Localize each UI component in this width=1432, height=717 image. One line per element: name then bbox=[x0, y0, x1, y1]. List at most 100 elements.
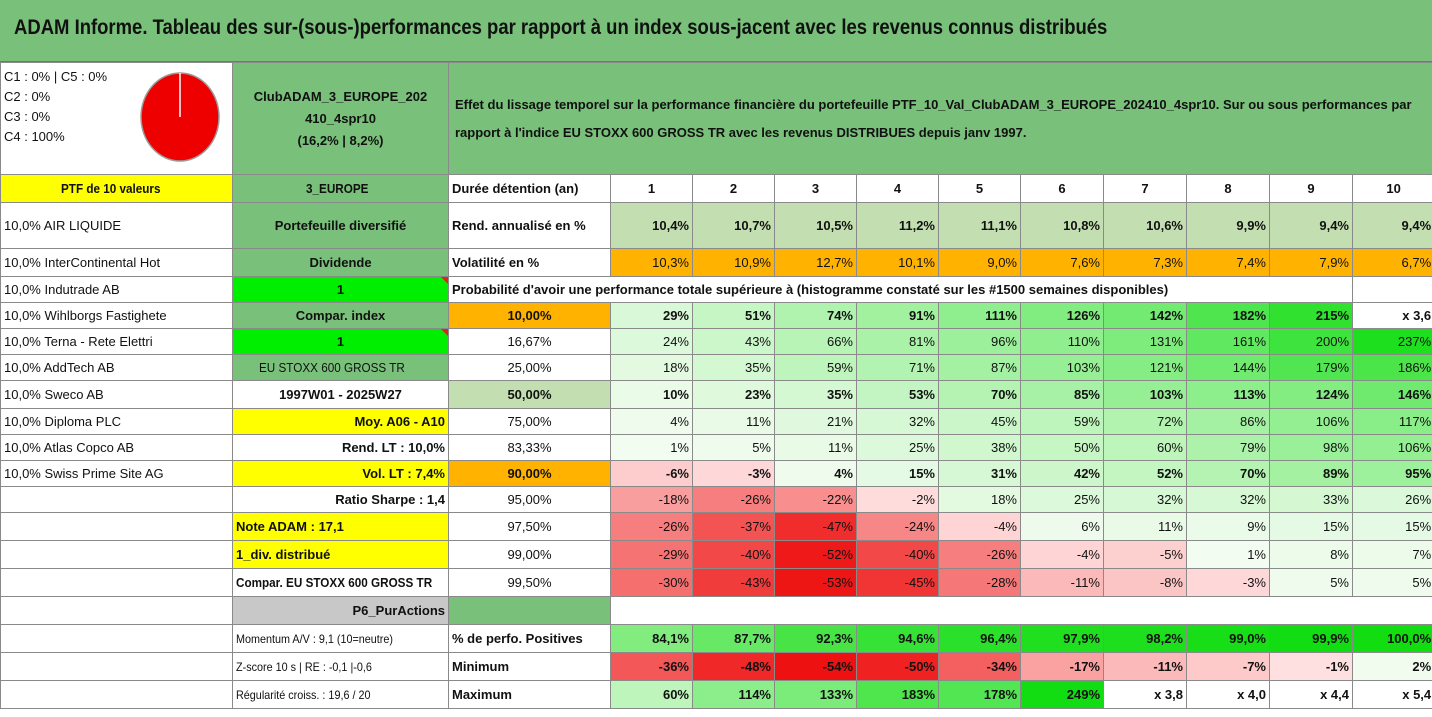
maximum-cell: 183% bbox=[856, 680, 939, 709]
quantile-cell: -43% bbox=[692, 568, 775, 597]
quantile-cell: 59% bbox=[1020, 408, 1104, 435]
quantile-cell: 18% bbox=[938, 486, 1021, 513]
positives-cell: 98,2% bbox=[1103, 624, 1187, 653]
quantile-cell: 103% bbox=[1103, 380, 1187, 409]
quantile-cell: 70% bbox=[938, 380, 1021, 409]
vol-cell: 10,1% bbox=[856, 248, 939, 277]
quantile-cell: 5% bbox=[1351, 568, 1432, 597]
quantile-label: 16,67% bbox=[448, 328, 611, 355]
quantile-cell: -3% bbox=[692, 460, 775, 487]
holding-row: 10,0% Wihlborgs Fastighete bbox=[0, 302, 233, 329]
vol-cell: 7,9% bbox=[1269, 248, 1353, 277]
quantile-cell: 32% bbox=[856, 408, 939, 435]
fund-name-line2: 410_4spr10 bbox=[305, 110, 376, 126]
rend-cell: 9,9% bbox=[1186, 202, 1270, 249]
quantile-cell: 5% bbox=[1269, 568, 1353, 597]
dividend-flag[interactable]: 1 bbox=[232, 276, 449, 303]
positives-cell: 87,7% bbox=[692, 624, 775, 653]
p6-label: P6_PurActions bbox=[232, 596, 449, 625]
quantile-cell: 35% bbox=[774, 380, 857, 409]
empty-cell bbox=[0, 486, 233, 513]
quantile-cell: -5% bbox=[1103, 540, 1187, 569]
rend-cell: 11,2% bbox=[856, 202, 939, 249]
quantile-cell: 52% bbox=[1103, 460, 1187, 487]
positives-label: % de perfo. Positives bbox=[448, 624, 611, 653]
quantile-cell: -24% bbox=[856, 512, 939, 541]
minimum-label: Minimum bbox=[448, 652, 611, 681]
quantile-cell: 35% bbox=[692, 354, 775, 381]
vol-cell: 10,9% bbox=[692, 248, 775, 277]
year-header: 5 bbox=[938, 174, 1021, 203]
quantile-cell: -8% bbox=[1103, 568, 1187, 597]
year-header: 9 bbox=[1269, 174, 1353, 203]
quantile-label: 10,00% bbox=[448, 302, 611, 329]
quantile-cell: 117% bbox=[1351, 408, 1432, 435]
quantile-label: 90,00% bbox=[448, 460, 611, 487]
note-adam: Note ADAM : 17,1 bbox=[232, 512, 449, 541]
year-header: 7 bbox=[1103, 174, 1187, 203]
quantile-cell: -37% bbox=[692, 512, 775, 541]
quantile-cell: 8% bbox=[1269, 540, 1353, 569]
rend-label: Rend. annualisé en % bbox=[448, 202, 611, 249]
quantile-cell: 51% bbox=[692, 302, 775, 329]
quantile-cell: 161% bbox=[1186, 328, 1270, 355]
quantile-cell: 15% bbox=[1269, 512, 1353, 541]
positives-cell: 84,1% bbox=[610, 624, 693, 653]
maximum-cell: 178% bbox=[938, 680, 1021, 709]
year-header: 4 bbox=[856, 174, 939, 203]
rend-lt-label: Rend. LT : 10,0% bbox=[232, 434, 449, 461]
vol-cell: 9,0% bbox=[938, 248, 1021, 277]
quantile-cell: 32% bbox=[1186, 486, 1270, 513]
year-header: 6 bbox=[1020, 174, 1104, 203]
compar-full-label: Compar. EU STOXX 600 GROSS TR bbox=[232, 568, 449, 597]
quantile-cell: 106% bbox=[1351, 434, 1432, 461]
quantile-cell: 1% bbox=[1186, 540, 1270, 569]
maximum-cell: x 4,0 bbox=[1186, 680, 1270, 709]
empty-cell bbox=[1351, 276, 1432, 303]
quantile-cell: 71% bbox=[856, 354, 939, 381]
portfolio-type: Portefeuille diversifié bbox=[232, 202, 449, 249]
quantile-cell: 186% bbox=[1351, 354, 1432, 381]
quantile-cell: 42% bbox=[1020, 460, 1104, 487]
rend-cell: 10,5% bbox=[774, 202, 857, 249]
holding-row: 10,0% Atlas Copco AB bbox=[0, 434, 233, 461]
quantile-cell: -40% bbox=[856, 540, 939, 569]
quantile-cell: -18% bbox=[610, 486, 693, 513]
performance-table: C1 : 0% | C5 : 0% C2 : 0% C3 : 0% C4 : 1… bbox=[0, 62, 1432, 709]
maximum-cell: x 3,8 bbox=[1103, 680, 1187, 709]
dividend-label: Dividende bbox=[232, 248, 449, 277]
compar-flag[interactable]: 1 bbox=[232, 328, 449, 355]
moy-label: Moy. A06 - A10 bbox=[232, 408, 449, 435]
rend-cell: 11,1% bbox=[938, 202, 1021, 249]
minimum-cell: -1% bbox=[1269, 652, 1353, 681]
maximum-cell: 60% bbox=[610, 680, 693, 709]
quantile-cell: -6% bbox=[610, 460, 693, 487]
rend-cell: 10,7% bbox=[692, 202, 775, 249]
quantile-cell: 31% bbox=[938, 460, 1021, 487]
empty-cell bbox=[0, 652, 233, 681]
vol-cell: 7,6% bbox=[1020, 248, 1104, 277]
quantile-cell: 98% bbox=[1269, 434, 1353, 461]
quantile-cell: 15% bbox=[856, 460, 939, 487]
quantile-cell: 11% bbox=[1103, 512, 1187, 541]
period-label: 1997W01 - 2025W27 bbox=[232, 380, 449, 409]
quantile-cell: 23% bbox=[692, 380, 775, 409]
minimum-cell: -48% bbox=[692, 652, 775, 681]
empty-cell bbox=[0, 596, 233, 625]
quantile-cell: 72% bbox=[1103, 408, 1187, 435]
quantile-cell: 15% bbox=[1351, 512, 1432, 541]
class-line: C2 : 0% bbox=[4, 89, 51, 104]
quantile-cell: 89% bbox=[1269, 460, 1353, 487]
class-line: C1 : 0% | C5 : 0% bbox=[4, 69, 108, 84]
quantile-cell: -4% bbox=[1020, 540, 1104, 569]
maximum-cell: 133% bbox=[774, 680, 857, 709]
quantile-cell: 45% bbox=[938, 408, 1021, 435]
quantile-cell: 21% bbox=[774, 408, 857, 435]
quantile-label: 95,00% bbox=[448, 486, 611, 513]
class-line: C3 : 0% bbox=[4, 109, 51, 124]
quantile-cell: 1% bbox=[610, 434, 693, 461]
quantile-cell: 18% bbox=[610, 354, 693, 381]
quantile-label: 97,50% bbox=[448, 512, 611, 541]
minimum-cell: -34% bbox=[938, 652, 1021, 681]
holding-row: 10,0% AIR LIQUIDE bbox=[0, 202, 233, 249]
